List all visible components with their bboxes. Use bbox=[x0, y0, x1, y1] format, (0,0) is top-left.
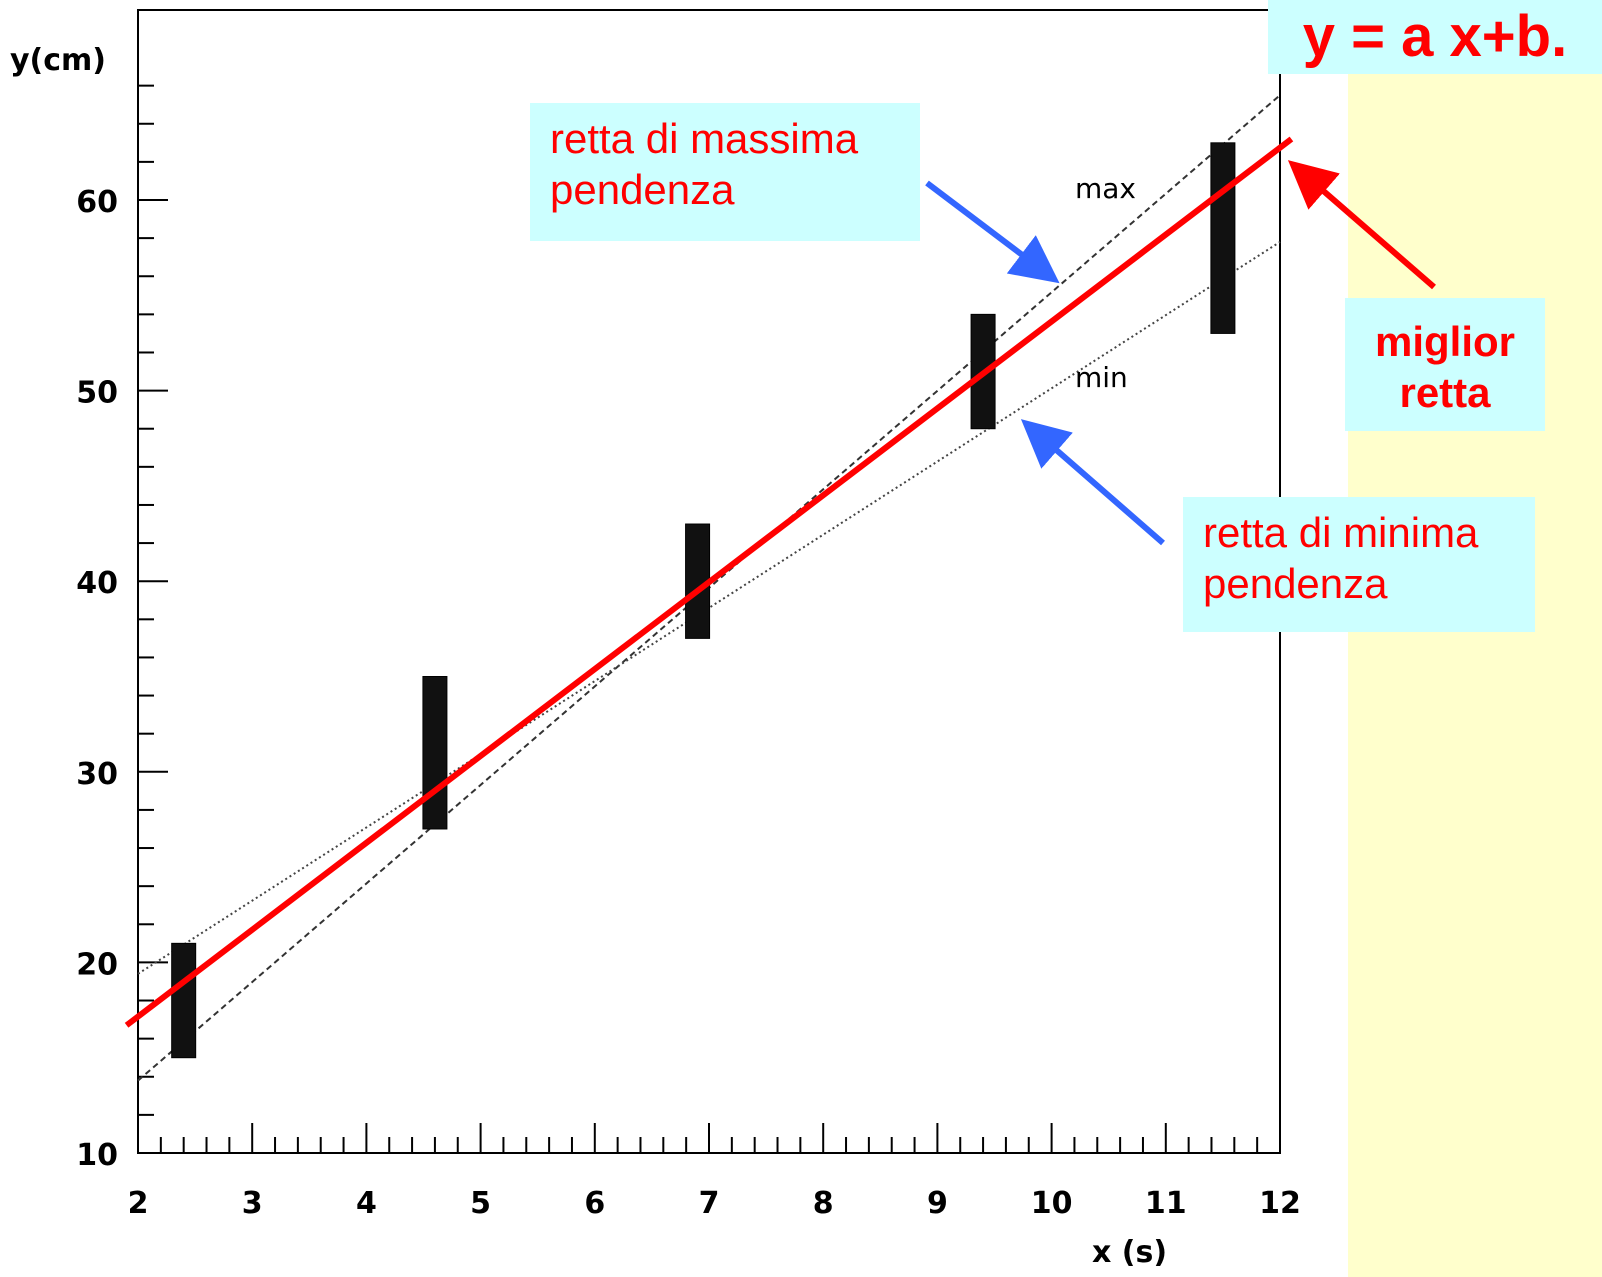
data-point-error-bar bbox=[422, 676, 448, 830]
min-line-label: min bbox=[1075, 361, 1128, 394]
x-tick-label: 8 bbox=[813, 1186, 834, 1221]
equation-label: y = a x+b. bbox=[1268, 0, 1602, 74]
data-point-error-bar bbox=[1210, 142, 1236, 334]
arrow-to-best-line bbox=[1287, 160, 1436, 290]
max-slope-callout: retta di massima pendenza bbox=[530, 103, 920, 241]
x-tick-label: 4 bbox=[356, 1186, 377, 1221]
x-tick-label: 11 bbox=[1145, 1186, 1187, 1221]
best-line-callout: miglior retta bbox=[1345, 298, 1545, 431]
data-point-error-bar bbox=[171, 942, 197, 1059]
x-tick-label: 7 bbox=[699, 1186, 720, 1221]
x-tick-label: 2 bbox=[128, 1186, 149, 1221]
best-line-callout-line-2: retta bbox=[1399, 369, 1491, 417]
max-slope-callout-line-2: pendenza bbox=[550, 166, 735, 214]
x-tick-label: 12 bbox=[1259, 1186, 1301, 1221]
y-axis-label: y(cm) bbox=[10, 43, 106, 78]
max-slope-callout-line-1: retta di massima bbox=[550, 115, 859, 162]
y-tick-label: 50 bbox=[76, 376, 118, 411]
max-line-label: max bbox=[1075, 172, 1136, 205]
min-slope-line bbox=[137, 241, 1281, 975]
x-tick-label: 10 bbox=[1031, 1186, 1073, 1221]
best-fit-line bbox=[124, 136, 1294, 1028]
y-tick-label: 60 bbox=[76, 185, 118, 220]
min-slope-callout-line-2: pendenza bbox=[1203, 560, 1388, 608]
min-slope-callout-line-1: retta di minima bbox=[1203, 509, 1479, 556]
x-tick-label: 6 bbox=[584, 1186, 605, 1221]
tick-labels: 2 3 4 5 6 7 8 9 10 11 12 10 20 30 40 50 60 bbox=[76, 185, 1301, 1221]
data-points bbox=[171, 142, 1236, 1059]
arrow-to-max-line bbox=[925, 180, 1060, 284]
x-tick-label: 3 bbox=[242, 1186, 263, 1221]
y-tick-label: 40 bbox=[76, 566, 118, 601]
best-line-callout-line-1: miglior bbox=[1374, 318, 1515, 365]
y-tick-label: 20 bbox=[76, 947, 118, 982]
arrow-to-min-line bbox=[1020, 419, 1165, 546]
y-tick-label: 30 bbox=[76, 757, 118, 792]
x-axis-label: x (s) bbox=[1092, 1235, 1167, 1270]
y-tick-label: 10 bbox=[76, 1138, 118, 1173]
x-tick-label: 5 bbox=[470, 1186, 491, 1221]
axis-ticks bbox=[137, 84, 1281, 1154]
x-tick-label: 9 bbox=[927, 1186, 948, 1221]
min-slope-callout: retta di minima pendenza bbox=[1183, 497, 1535, 632]
